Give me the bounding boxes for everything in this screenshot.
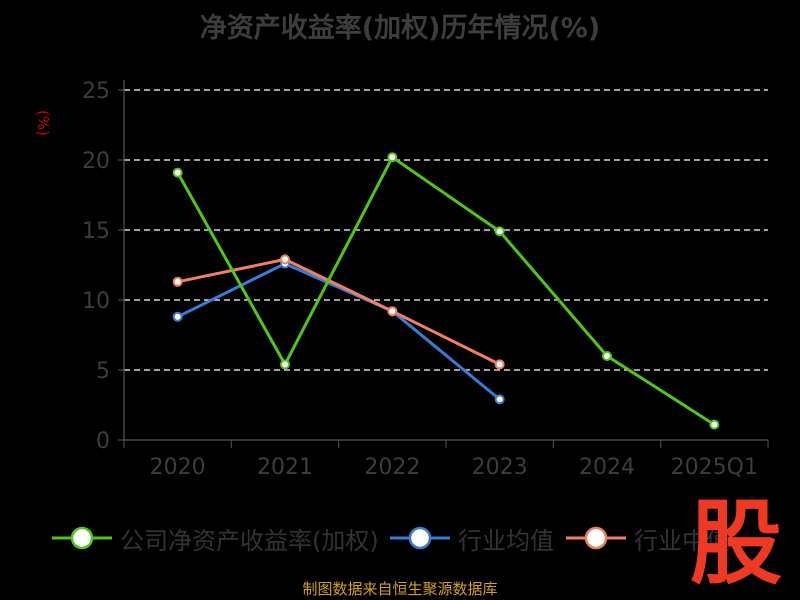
x-tick-label: 2023 [472, 455, 528, 480]
data-point [387, 152, 398, 163]
data-point [280, 254, 290, 265]
x-tick-label: 2022 [364, 455, 420, 480]
x-tick-label: 2024 [579, 455, 635, 480]
data-point [494, 226, 505, 237]
x-tick-label: 2020 [150, 455, 206, 480]
y-tick-label: 25 [82, 79, 110, 104]
legend-marker-blue [390, 526, 450, 550]
series-line-0 [176, 155, 716, 426]
series-line-1 [177, 262, 501, 401]
y-tick-label: 20 [82, 149, 110, 174]
data-point [172, 167, 183, 178]
data-point [494, 359, 505, 370]
data-point [387, 306, 398, 317]
legend-label: 行业均值 [458, 526, 554, 555]
legend-item-company-roe[interactable]: 公司净资产收益率(加权) [50, 518, 379, 558]
legend-item-industry-median[interactable]: 行业中值 [564, 518, 730, 558]
data-point [602, 351, 612, 361]
y-tick-label: 0 [96, 429, 110, 454]
legend-marker-green [52, 526, 112, 550]
legend-marker-orange [566, 526, 626, 550]
logo: 股 [690, 490, 782, 597]
legend-label: 行业中值 [634, 526, 730, 555]
data-point [709, 419, 720, 430]
y-tick-label: 15 [82, 219, 110, 244]
y-tick-label: 5 [96, 359, 110, 384]
x-tick-label: 2025Q1 [671, 455, 758, 480]
x-tick-label: 2021 [257, 455, 313, 480]
legend-item-industry-mean[interactable]: 行业均值 [388, 518, 554, 558]
y-tick-label: 10 [82, 289, 110, 314]
legend-label: 公司净资产收益率(加权) [120, 526, 379, 555]
data-point [172, 311, 183, 322]
series-line-2 [177, 257, 501, 366]
data-point [494, 394, 505, 405]
data-point [172, 276, 183, 287]
chart-title: 净资产收益率(加权)历年情况(%) [199, 13, 601, 44]
source-note: 制图数据来自恒生聚源数据库 [302, 580, 498, 598]
data-point [280, 359, 290, 370]
